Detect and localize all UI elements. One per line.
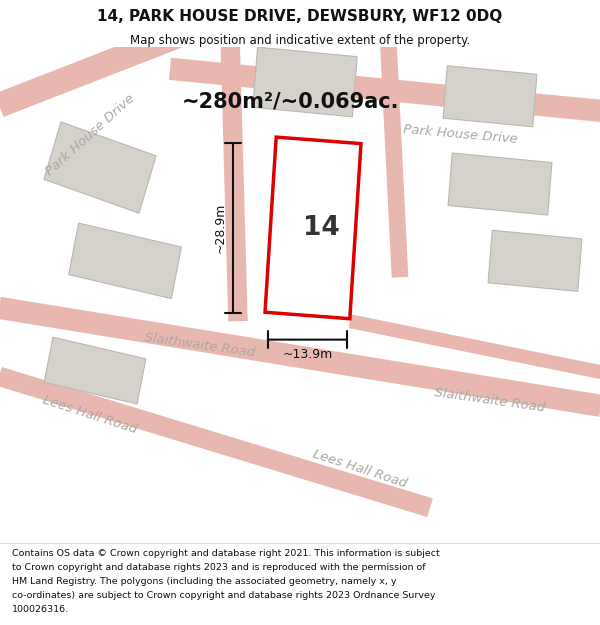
Polygon shape: [488, 230, 582, 291]
Text: Lees Hall Road: Lees Hall Road: [311, 448, 409, 491]
Polygon shape: [44, 337, 146, 404]
Text: Map shows position and indicative extent of the property.: Map shows position and indicative extent…: [130, 34, 470, 47]
Polygon shape: [44, 122, 156, 213]
Polygon shape: [68, 223, 181, 299]
Text: 14, PARK HOUSE DRIVE, DEWSBURY, WF12 0DQ: 14, PARK HOUSE DRIVE, DEWSBURY, WF12 0DQ: [97, 9, 503, 24]
Text: Contains OS data © Crown copyright and database right 2021. This information is : Contains OS data © Crown copyright and d…: [12, 549, 440, 558]
Text: Lees Hall Road: Lees Hall Road: [41, 393, 139, 436]
Polygon shape: [448, 153, 552, 215]
Text: co-ordinates) are subject to Crown copyright and database rights 2023 Ordnance S: co-ordinates) are subject to Crown copyr…: [12, 591, 436, 600]
Text: Park House Drive: Park House Drive: [403, 123, 518, 146]
Polygon shape: [443, 66, 537, 127]
Polygon shape: [253, 47, 357, 117]
Text: ~280m²/~0.069ac.: ~280m²/~0.069ac.: [181, 92, 399, 112]
Text: Park House Drive: Park House Drive: [43, 91, 137, 178]
Text: ~13.9m: ~13.9m: [282, 348, 332, 361]
Text: Slaithwaite Road: Slaithwaite Road: [434, 386, 546, 414]
Text: 14: 14: [302, 215, 340, 241]
Text: ~28.9m: ~28.9m: [214, 202, 227, 253]
Text: 100026316.: 100026316.: [12, 605, 69, 614]
Text: Slaithwaite Road: Slaithwaite Road: [144, 331, 256, 359]
Polygon shape: [265, 137, 361, 319]
Text: HM Land Registry. The polygons (including the associated geometry, namely x, y: HM Land Registry. The polygons (includin…: [12, 577, 397, 586]
Text: to Crown copyright and database rights 2023 and is reproduced with the permissio: to Crown copyright and database rights 2…: [12, 563, 425, 572]
